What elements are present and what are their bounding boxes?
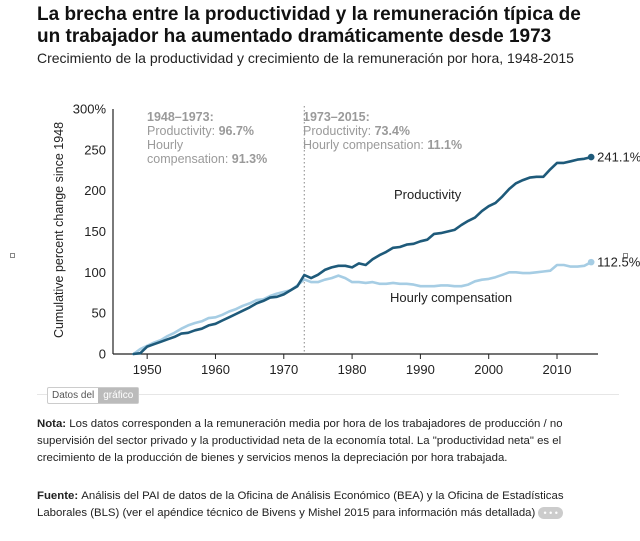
end-label-productivity: 241.1% (597, 150, 640, 165)
source-text: Análisis del PAI de datos de la Oficina … (37, 490, 564, 519)
x-tick-label: 1960 (201, 362, 230, 377)
y-axis: 0 50 100 150 200 250 300% (73, 102, 114, 362)
annotation-1973-2015: 1973–2015: Productivity: 73.4% Hourly co… (303, 110, 462, 152)
y-tick-label: 200 (84, 183, 106, 198)
chart-subtitle: Crecimiento de la productividad y crecim… (37, 50, 574, 66)
series-lines (132, 153, 595, 356)
x-tick-label: 2000 (474, 362, 503, 377)
y-tick-label: 100 (84, 265, 106, 280)
chart-data-button[interactable]: Datos del gráfico (47, 387, 140, 404)
annotation-left-productivity: Productivity: 96.7% (147, 124, 254, 138)
compensation-end-marker (587, 258, 595, 266)
series-label-compensation: Hourly compensation (390, 290, 512, 305)
x-tick-label: 1970 (269, 362, 298, 377)
x-tick-label: 1980 (338, 362, 367, 377)
annotation-left-comp-line1: Hourly (147, 138, 184, 152)
y-tick-label: 150 (84, 224, 106, 239)
series-label-productivity: Productivity (394, 187, 462, 202)
annotation-right-compensation: Hourly compensation: 11.1% (303, 138, 462, 152)
note-text: Los datos corresponden a la remuneración… (37, 418, 563, 464)
y-tick-label: 50 (92, 306, 106, 321)
source-label: Fuente: (37, 490, 82, 502)
annotation-1948-1973: 1948–1973: Productivity: 96.7% Hourly co… (147, 110, 267, 166)
resize-handle-left[interactable] (10, 253, 15, 258)
chart-title: La brecha entre la productividad y la re… (37, 4, 581, 47)
chart-data-button-label: Datos del (52, 390, 95, 401)
y-tick-label: 250 (84, 142, 106, 157)
annotation-right-heading: 1973–2015: (303, 110, 370, 124)
productivity-end-marker (587, 153, 595, 161)
note-label: Nota: (37, 418, 70, 430)
y-tick-label: 0 (99, 347, 106, 362)
annotation-right-productivity: Productivity: 73.4% (303, 124, 410, 138)
compensation-line (132, 260, 593, 356)
y-axis-label: Cumulative percent change since 1948 (52, 122, 66, 338)
source-paragraph: Fuente: Análisis del PAI de datos de la … (37, 488, 592, 522)
end-label-compensation: 112.5% (597, 255, 640, 270)
more-button[interactable]: • • • (538, 506, 563, 519)
x-axis: 1950 1960 1970 1980 1990 2000 2010 (113, 353, 598, 377)
x-tick-label: 1990 (406, 362, 435, 377)
annotation-left-comp-line2: compensation: 91.3% (147, 152, 267, 166)
productivity-line (132, 155, 593, 356)
separator-line (37, 394, 619, 395)
annotation-left-heading: 1948–1973: (147, 110, 214, 124)
x-tick-label: 1950 (133, 362, 162, 377)
x-tick-label: 2010 (543, 362, 572, 377)
resize-handle-right[interactable] (623, 253, 628, 258)
chart-data-button-highlight: gráfico (98, 388, 139, 403)
y-tick-label: 300% (73, 102, 107, 117)
line-chart: 0 50 100 150 200 250 300% 1950 1960 1970 1980 1990… (52, 102, 640, 378)
note-paragraph: Nota: Los datos corresponden a la remune… (37, 416, 592, 467)
